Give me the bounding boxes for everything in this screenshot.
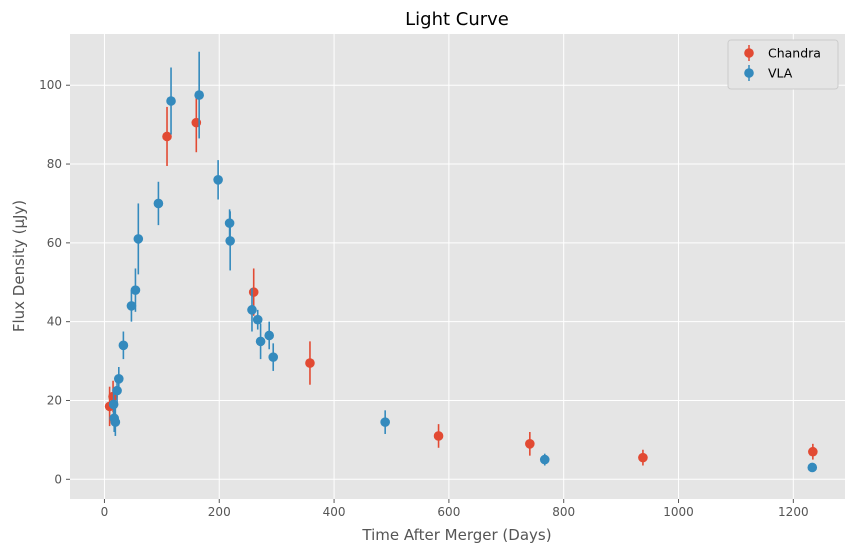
- vla-point: [255, 336, 266, 347]
- vla-point: [225, 236, 235, 246]
- chandra-point: [638, 452, 648, 463]
- legend-vla-label: VLA: [768, 66, 793, 81]
- x-axis-label: Time After Merger (Days): [361, 526, 551, 544]
- x-tick-label: 600: [437, 505, 460, 519]
- axis-ticks: 0 200 400 600 800 1000 1200 0 20 40 60 80 100: [39, 78, 809, 519]
- vla-point: [264, 330, 275, 341]
- vla-point: [194, 90, 204, 100]
- vla-point: [539, 454, 550, 465]
- legend-box: [727, 39, 839, 90]
- chandra-point: [525, 439, 535, 449]
- chandra-point: [305, 358, 315, 368]
- legend: Chandra VLA: [727, 39, 839, 90]
- legend-item-chandra: Chandra: [744, 45, 821, 61]
- vla-point: [118, 340, 129, 351]
- chandra-point: [433, 431, 444, 441]
- y-axis-label: Flux Density (µJy): [10, 200, 28, 332]
- x-tick-label: 1000: [663, 505, 694, 519]
- vla-point: [807, 462, 818, 473]
- x-tick-label: 0: [101, 505, 109, 519]
- chandra-point: [808, 446, 818, 457]
- vla-point: [133, 234, 144, 244]
- plot-background: [70, 34, 845, 499]
- x-tick-label: 800: [552, 505, 575, 519]
- y-tick-label: 40: [47, 315, 62, 329]
- legend-chandra-marker: [744, 48, 754, 58]
- x-tick-label: 400: [323, 505, 346, 519]
- y-tick-label: 60: [47, 236, 62, 250]
- chart-title: Light Curve: [405, 9, 509, 30]
- vla-point: [110, 417, 121, 427]
- y-tick-label: 20: [47, 393, 62, 407]
- grid-lines: [70, 34, 845, 499]
- legend-chandra-label: Chandra: [768, 46, 821, 61]
- x-tick-label: 200: [208, 505, 231, 519]
- vla-point: [268, 352, 279, 362]
- y-tick-label: 80: [47, 157, 62, 171]
- vla-point: [380, 417, 390, 427]
- chandra-point: [162, 131, 172, 142]
- vla-point: [153, 198, 164, 209]
- x-tick-label: 1200: [778, 505, 809, 519]
- vla-point: [213, 175, 223, 185]
- y-tick-label: 100: [39, 78, 62, 92]
- data-points: [104, 51, 818, 473]
- legend-item-vla: VLA: [744, 65, 793, 81]
- legend-vla-marker: [744, 68, 754, 78]
- vla-point: [252, 314, 263, 325]
- vla-point: [130, 285, 141, 295]
- vla-point: [166, 96, 176, 106]
- chandra-point: [248, 287, 259, 297]
- vla-point: [247, 305, 257, 315]
- y-tick-label: 0: [54, 472, 62, 486]
- vla-point: [126, 301, 137, 311]
- vla-point: [113, 374, 124, 384]
- vla-point: [112, 385, 122, 396]
